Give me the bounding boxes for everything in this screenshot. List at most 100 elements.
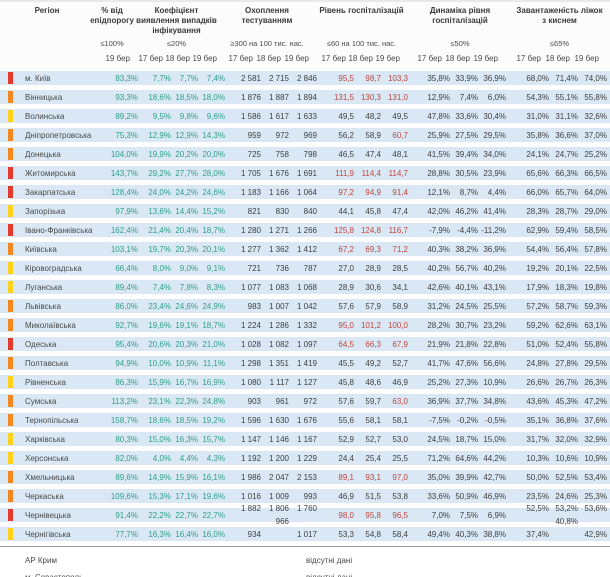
status-marker: [8, 528, 13, 540]
dynamics-group: 71,2% 64,6% 44,2%: [422, 452, 506, 465]
region-label: Харківська: [25, 434, 65, 444]
hospitalization-group: 46,5 47,4 48,1: [327, 148, 408, 161]
detection-value: 16,7%: [175, 377, 198, 387]
testing-value: 1 894: [296, 92, 317, 102]
detection-group: 13,6% 14,4% 15,2%: [144, 205, 225, 218]
detection-group: 10,0% 10,9% 11,1%: [144, 357, 225, 370]
testing-value: 1 146: [268, 434, 289, 444]
dynamics-value: 30,5%: [455, 168, 478, 178]
dynamics-value: 40,3%: [427, 244, 450, 254]
hospitalization-group: 89,1 93,1 97,0: [327, 471, 408, 484]
oxygen-beds-value: [549, 528, 578, 541]
dynamics-value: 41,4%: [483, 206, 506, 216]
region-label: Черкаська: [25, 491, 64, 501]
testing-value: 1 676: [296, 415, 317, 425]
column-title-epidemic-threshold: % від епідпорогу: [90, 6, 134, 25]
oxygen-beds-group: 59,2% 62,6% 63,1%: [520, 319, 607, 332]
detection-group: 21,4% 20,4% 18,7%: [144, 224, 225, 237]
testing-value: 758: [275, 149, 289, 159]
dynamics-value: 25,9%: [427, 130, 450, 140]
threshold-testing: ≥300 на 100 тис. нас.: [230, 39, 304, 48]
date-label: 19 бер: [375, 54, 400, 63]
hospitalization-value: 58,4: [392, 529, 408, 539]
testing-value: 1 192: [240, 453, 261, 463]
testing-value: 1 596: [240, 415, 261, 425]
detection-group: 20,6% 20,3% 21,0%: [144, 338, 225, 351]
testing-value: 1 362: [268, 244, 289, 254]
table-row: Запорізька 97,9% 13,6% 14,4% 15,2% 821 830 840 4…: [0, 204, 610, 218]
testing-value: 1 271: [268, 225, 289, 235]
dynamics-value: 36,9%: [427, 396, 450, 406]
detection-value: 9,0%: [179, 263, 198, 273]
hospitalization-group: 131,5 130,3 131,0: [327, 91, 408, 104]
hospitalization-value: 45,5: [338, 358, 354, 368]
table-footer: АР Крим відсутні дані м. Севастополь відсут…: [0, 546, 610, 577]
detection-group: 9,5% 9,8% 9,6%: [144, 110, 225, 123]
dynamics-group: 21,9% 21,8% 22,8%: [422, 338, 506, 351]
testing-group: 1 705 1 676 1 691: [233, 167, 317, 180]
hospitalization-group: 98,0 95,8 96,5: [327, 509, 408, 522]
oxygen-beds-value: 25,3%: [584, 491, 607, 501]
dynamics-value: 40,2%: [483, 263, 506, 273]
status-marker: [8, 471, 13, 483]
testing-value: 1 068: [296, 282, 317, 292]
detection-group: 7,7% 7,7% 7,4%: [144, 72, 225, 85]
hospitalization-value: 27,0: [338, 263, 354, 273]
hospitalization-value: 124,8: [360, 225, 381, 235]
column-title-hospitalization: Рівень госпіталізацій: [319, 6, 404, 15]
hospitalization-value: 94,9: [365, 187, 381, 197]
oxygen-beds-group: 51,0% 52,4% 55,8%: [520, 338, 607, 351]
no-data-note: відсутні дані: [306, 556, 353, 565]
epidemic-threshold-value: 113,2%: [111, 396, 138, 406]
oxygen-beds-value: 31,7%: [526, 434, 549, 444]
detection-value: 16,0%: [202, 529, 225, 539]
oxygen-beds-value: 29,5%: [584, 358, 607, 368]
oxygen-beds-value: 10,9%: [584, 453, 607, 463]
status-marker: [8, 433, 13, 445]
dynamics-value: -7,9%: [429, 225, 450, 235]
testing-group: 1 016 1 009 993: [233, 490, 317, 503]
testing-group: 1 028 1 082 1 097: [233, 338, 317, 351]
hospitalization-value: 48,1: [392, 149, 408, 159]
testing-group: 1 080 1 117 1 127: [233, 376, 317, 389]
dynamics-value: 30,4%: [483, 111, 506, 121]
dynamics-value: 12,9%: [427, 92, 450, 102]
epidemic-threshold-value: 83,3%: [115, 73, 138, 83]
threshold-hospitalization: ≤60 на 100 тис. нас.: [326, 39, 397, 48]
epidemic-threshold-value: 94,9%: [115, 358, 138, 368]
detection-value: 19,7%: [148, 244, 171, 254]
status-marker: [8, 395, 13, 407]
status-marker: [8, 243, 13, 255]
table-row: Чернівецька 91,4% 22,2% 22,7% 22,7% 1 882 1 80…: [0, 504, 610, 526]
epidemic-threshold-value: 89,2%: [115, 111, 138, 121]
oxygen-beds-value: 24,1%: [526, 149, 549, 159]
dynamics-value: 28,8%: [427, 168, 450, 178]
testing-group: 934 1 017: [233, 528, 317, 541]
testing-value: 1 082: [268, 339, 289, 349]
hospitalization-value: 95,0: [338, 320, 354, 330]
table-row: Закарпатська 128,4% 24,0% 24,2% 24,6% 1 183 1 …: [0, 185, 610, 199]
oxygen-beds-group: 24,1% 24,7% 25,2%: [520, 148, 607, 161]
detection-value: 19,1%: [175, 320, 198, 330]
testing-value: 903: [247, 396, 261, 406]
detection-value: 10,0%: [148, 358, 171, 368]
dynamics-group: 49,4% 40,3% 38,8%: [422, 528, 506, 541]
date-label: 19 бер: [192, 54, 217, 63]
dynamics-group: 25,2% 27,3% 10,9%: [422, 376, 506, 389]
epidemic-threshold-value: 103,1%: [110, 244, 138, 254]
testing-value: 1 127: [296, 377, 317, 387]
testing-value: 1 882: [240, 504, 261, 513]
dynamics-value: 36,9%: [483, 244, 506, 254]
testing-value: 1 200: [268, 453, 289, 463]
dynamics-value: 22,8%: [483, 339, 506, 349]
region-label: Львівська: [25, 301, 61, 311]
oxygen-beds-value: 57,2%: [526, 301, 549, 311]
detection-group: 23,1% 22,3% 24,8%: [144, 395, 225, 408]
hospitalization-value: 55,6: [338, 415, 354, 425]
date-label: 18 бер: [545, 54, 570, 63]
region-label: Волинська: [25, 111, 65, 121]
testing-group: 1 596 1 630 1 676: [233, 414, 317, 427]
oxygen-beds-group: 43,6% 45,3% 47,2%: [520, 395, 607, 408]
oxygen-beds-value: 66,5%: [584, 168, 607, 178]
testing-value: 1 166: [268, 187, 289, 197]
